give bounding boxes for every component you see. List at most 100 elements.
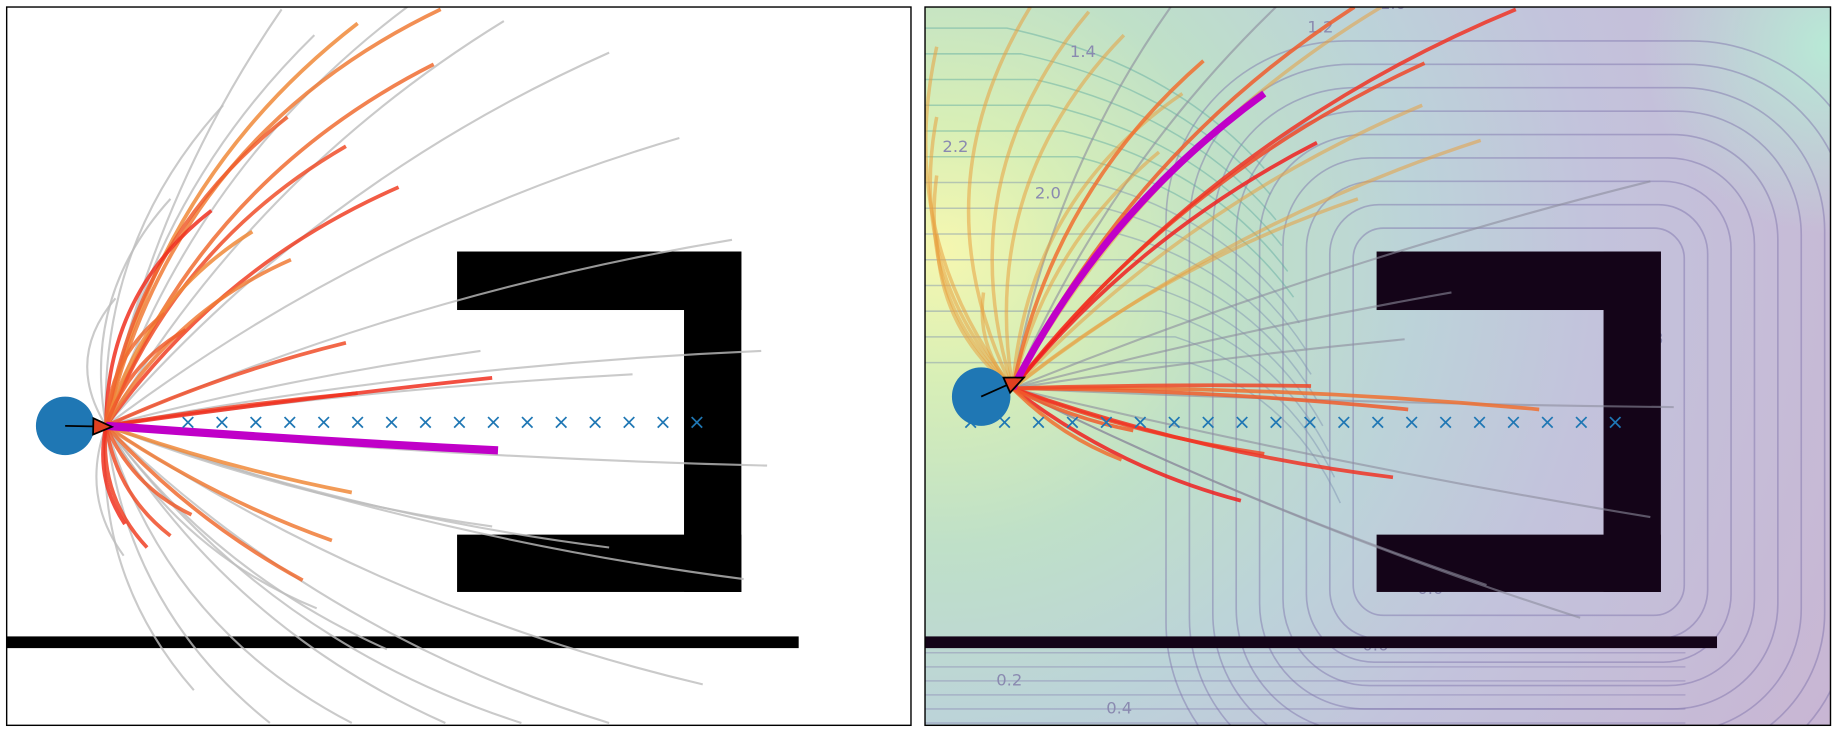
goal-marker (623, 416, 635, 429)
goal-marker (351, 416, 364, 429)
sample-trajectory (99, 198, 172, 427)
sample-trajectory (1012, 387, 1674, 409)
sample-trajectory (104, 425, 193, 517)
sample-trajectory (1011, 92, 1184, 389)
sample-trajectory (86, 297, 117, 427)
goal-marker (998, 416, 1011, 429)
sample-trajectory (1012, 387, 1651, 519)
sample-trajectory (104, 425, 172, 538)
best-trajectory (105, 421, 499, 455)
sample-trajectory (1012, 386, 1394, 480)
sample-trajectory (105, 340, 347, 428)
goal-marker (1304, 416, 1316, 429)
contour-label: 2.0 (1035, 184, 1061, 203)
sample-trajectory (105, 425, 610, 724)
goal-marker (317, 416, 330, 429)
sample-trajectory (105, 376, 493, 428)
contour-line (1258, 133, 1779, 710)
contour-label: 1.4 (1070, 42, 1096, 61)
contour-line (925, 27, 1265, 169)
sample-trajectory (1012, 180, 1651, 390)
obstacle (457, 534, 742, 592)
sample-trajectory (1012, 291, 1452, 390)
sample-trajectory (104, 424, 304, 582)
contour-line (1188, 63, 1831, 726)
sample-trajectory (1012, 383, 1312, 391)
sample-trajectory (105, 349, 481, 427)
goal-marker (1168, 416, 1181, 429)
goal-marker (589, 416, 602, 429)
wall (6, 636, 799, 649)
contour-line (1352, 227, 1686, 617)
goal-marker (1202, 416, 1215, 429)
sample-trajectory (105, 424, 353, 495)
goal-marker (1371, 416, 1384, 429)
right-panel: 1.01.21.42.22.00.80.60.00.20.4 (925, 0, 1831, 726)
goal-marker (657, 416, 669, 429)
goal-marker (1032, 416, 1045, 429)
sample-trajectory (932, 175, 1014, 390)
contour-label: 0.4 (1106, 698, 1132, 717)
sample-trajectory (105, 424, 333, 543)
contour-line (1282, 157, 1756, 687)
goal-marker (182, 416, 194, 429)
sample-trajectory (105, 349, 762, 427)
contour-line (925, 181, 1301, 324)
sample-trajectory (1012, 386, 1409, 412)
contour-label: 0.2 (996, 670, 1022, 689)
contour-label: 2.2 (942, 137, 968, 156)
sample-trajectory (1010, 59, 1205, 389)
sample-trajectory (1011, 7, 1172, 389)
sample-trajectory (1011, 7, 1517, 390)
contour-line (925, 130, 1289, 272)
goal-marker (691, 416, 703, 429)
sample-trajectory (990, 10, 1091, 389)
goal-marker (283, 416, 296, 429)
sample-trajectory (101, 425, 127, 526)
contour-line (925, 361, 1342, 504)
sample-trajectory (105, 425, 353, 724)
panel-frame (5, 6, 912, 727)
sample-trajectory (1011, 387, 1123, 462)
heading-arrow (1002, 376, 1026, 395)
goal-marker (249, 416, 262, 429)
goal-marker (1609, 416, 1622, 429)
goal-marker (1439, 416, 1452, 429)
goal-marker (487, 416, 500, 429)
contour-line (1305, 180, 1732, 663)
goal-marker (385, 416, 398, 429)
goal-marker (1134, 416, 1147, 429)
best-trajectory (1009, 90, 1267, 390)
goal-marker (1507, 416, 1520, 429)
sample-trajectory (1011, 197, 1359, 390)
sample-trajectory (104, 185, 400, 427)
sample-trajectory (104, 104, 224, 426)
goal-marker (453, 416, 466, 429)
contour-line (1212, 86, 1826, 726)
sample-trajectory (95, 425, 125, 557)
goal-marker (1541, 416, 1554, 429)
sample-trajectory (1011, 103, 1423, 390)
heading-arrow (92, 416, 115, 436)
sample-trajectory (104, 209, 213, 426)
sample-trajectory (1011, 141, 1318, 390)
sample-trajectory (1004, 33, 1126, 389)
goal-marker (1405, 416, 1418, 429)
goal-marker (216, 416, 228, 429)
goal-marker (1575, 416, 1588, 429)
sample-trajectory (104, 257, 292, 427)
goal-marker (1066, 416, 1079, 429)
contour-line (1235, 110, 1803, 726)
contour-label: 1.2 (1307, 18, 1333, 37)
sample-trajectory (1012, 338, 1405, 390)
panel-frame (924, 6, 1832, 727)
goal-marker (1270, 416, 1282, 429)
panel-bg (6, 7, 911, 726)
sample-trajectory (104, 312, 166, 426)
wall (925, 636, 1718, 649)
sample-trajectory (104, 144, 347, 427)
sample-trajectory (105, 137, 680, 427)
contour-label: 1.0 (1380, 0, 1406, 13)
